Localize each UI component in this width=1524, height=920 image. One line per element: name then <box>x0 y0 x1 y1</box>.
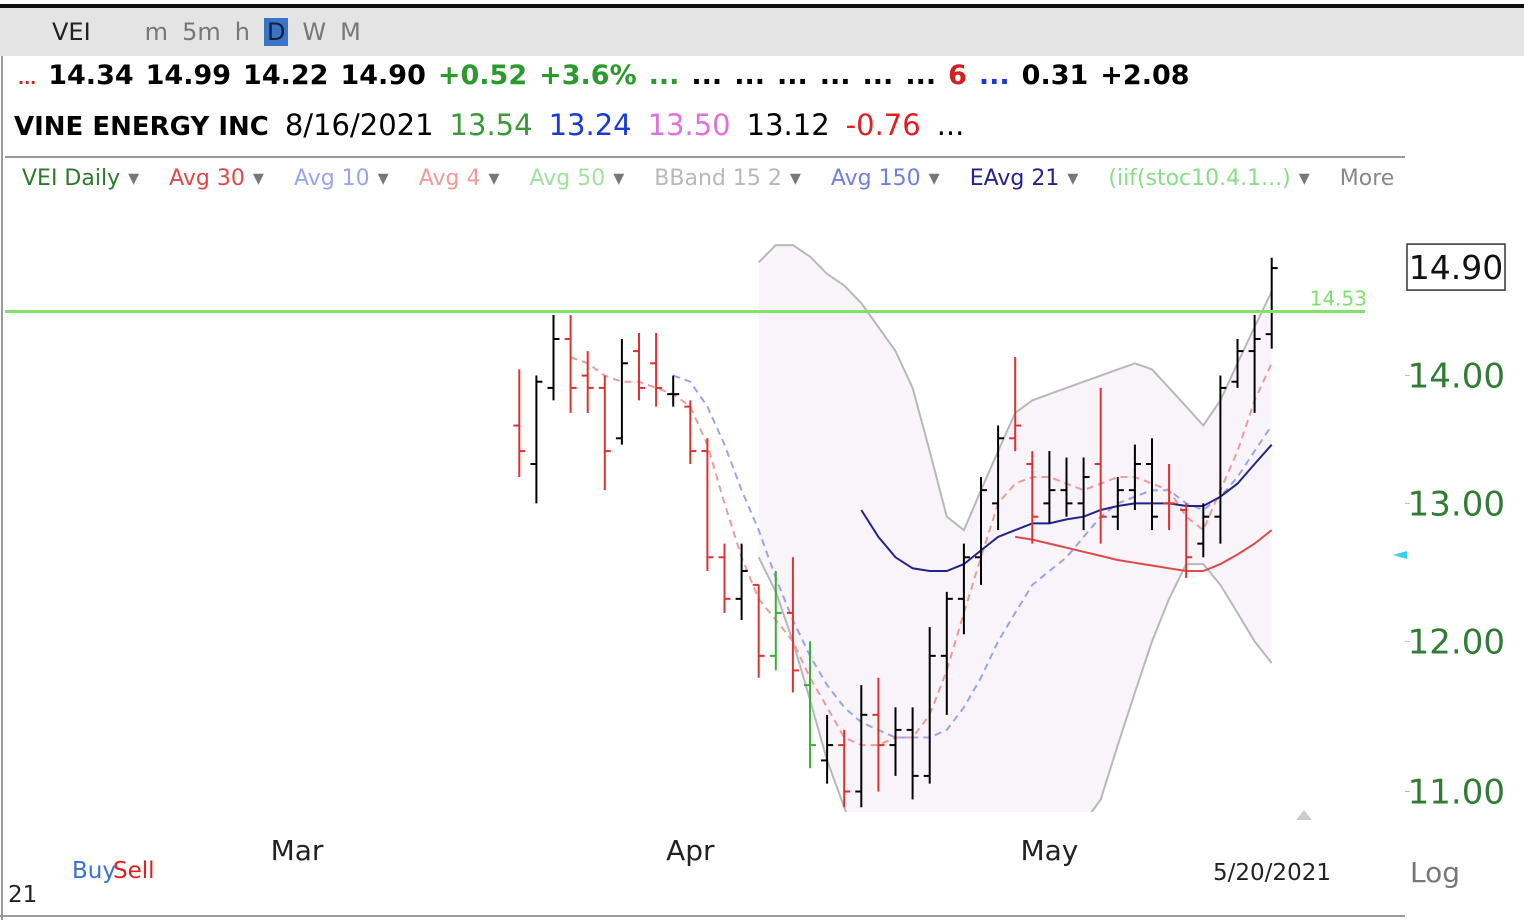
sell-button[interactable]: Sell <box>113 858 155 884</box>
legend: VEI Daily Avg 30 Avg 10 Avg 4 Avg 50 BBand 15… <box>22 166 1394 191</box>
quote-value: ... <box>819 60 851 91</box>
y-tick-label: 14.00 <box>1408 357 1505 397</box>
level-label: 14.53 <box>1310 286 1367 310</box>
name-value: 8/16/2021 <box>284 108 434 142</box>
name-value: 13.12 <box>746 108 830 142</box>
legend-entry: (iif(stoc10.4.1...) <box>1108 166 1309 191</box>
symbol: VEI <box>52 18 91 46</box>
quote-value: ... <box>776 60 808 91</box>
timeframe-button: D <box>263 18 289 46</box>
legend-entry: Avg 50 <box>530 166 625 191</box>
quote-value: ... <box>734 60 765 91</box>
timeframe-button: m <box>144 18 169 46</box>
legend-entry: Avg 30 <box>169 166 264 191</box>
name-value: 13.50 <box>647 108 731 142</box>
legend-entry: BBand 15 2 <box>654 166 801 191</box>
date-label: 5/20/2021 <box>1213 860 1331 886</box>
legend-entry: Avg 10 <box>294 166 389 191</box>
period-label: 21 <box>8 882 37 908</box>
quote-value: ... <box>691 60 723 91</box>
buy-button[interactable]: Buy <box>72 858 116 884</box>
log-toggle[interactable]: Log <box>1410 856 1460 889</box>
name-value: ... <box>936 108 965 142</box>
y-tick-label: 12.00 <box>1408 622 1505 662</box>
x-tick-label: Mar <box>271 834 324 867</box>
quote-value: ... <box>18 69 37 88</box>
x-tick-label: May <box>1020 834 1078 867</box>
quote-value: 14.34 <box>48 60 134 91</box>
quote-value: ... <box>648 60 680 91</box>
marker-icon <box>1393 551 1407 559</box>
legend-entry: EAvg 21 <box>970 166 1079 191</box>
quote-value: 14.22 <box>243 60 329 91</box>
y-tick-label: 13.00 <box>1408 484 1505 524</box>
legend-entry: More <box>1339 166 1395 191</box>
timeframe-button: W <box>302 18 327 46</box>
quote-value: 0.31 <box>1021 60 1089 91</box>
band-fill <box>758 245 1272 812</box>
moving-average <box>1015 529 1273 572</box>
last-price-label: 14.90 <box>1409 248 1503 287</box>
y-tick-label: 11.00 <box>1408 772 1505 812</box>
quote-value: 14.99 <box>145 60 232 91</box>
x-tick-label: Apr <box>666 834 715 867</box>
name-value: 13.54 <box>449 108 533 142</box>
timeframe-button: M <box>340 18 361 46</box>
name-value: 13.24 <box>548 108 632 142</box>
timeframe-button: 5m <box>182 18 221 46</box>
quote-value: +3.6% <box>539 60 637 91</box>
quote-value: 6 <box>948 60 967 91</box>
name-value: -0.76 <box>845 108 921 142</box>
timeframe-button: h <box>234 18 250 46</box>
quote-value: 14.90 <box>340 60 426 91</box>
legend-entry: Avg 150 <box>831 166 940 191</box>
plot <box>513 244 1278 812</box>
toolbar: VEI m 5m h D W M <box>0 4 1524 56</box>
quote-value: +2.08 <box>1100 60 1190 91</box>
scroll-icon <box>1296 810 1312 820</box>
quote-value: ... <box>862 60 894 91</box>
last-price-box <box>1406 243 1506 291</box>
legend-entry: VEI Daily <box>22 166 139 191</box>
legend-entry: Avg 4 <box>419 166 500 191</box>
name-line: VINE ENERGY INC 8/16/2021 13.54 13.24 13.50 1… <box>14 108 964 142</box>
quote-value: ... <box>978 60 1010 91</box>
name-value: VINE ENERGY INC <box>14 112 269 142</box>
quote-value: +0.52 <box>437 60 528 91</box>
quote-value: ... <box>905 60 937 91</box>
quote-line: ... 14.34 14.99 14.22 14.90 +0.52 +3.6%.......… <box>18 60 1190 91</box>
